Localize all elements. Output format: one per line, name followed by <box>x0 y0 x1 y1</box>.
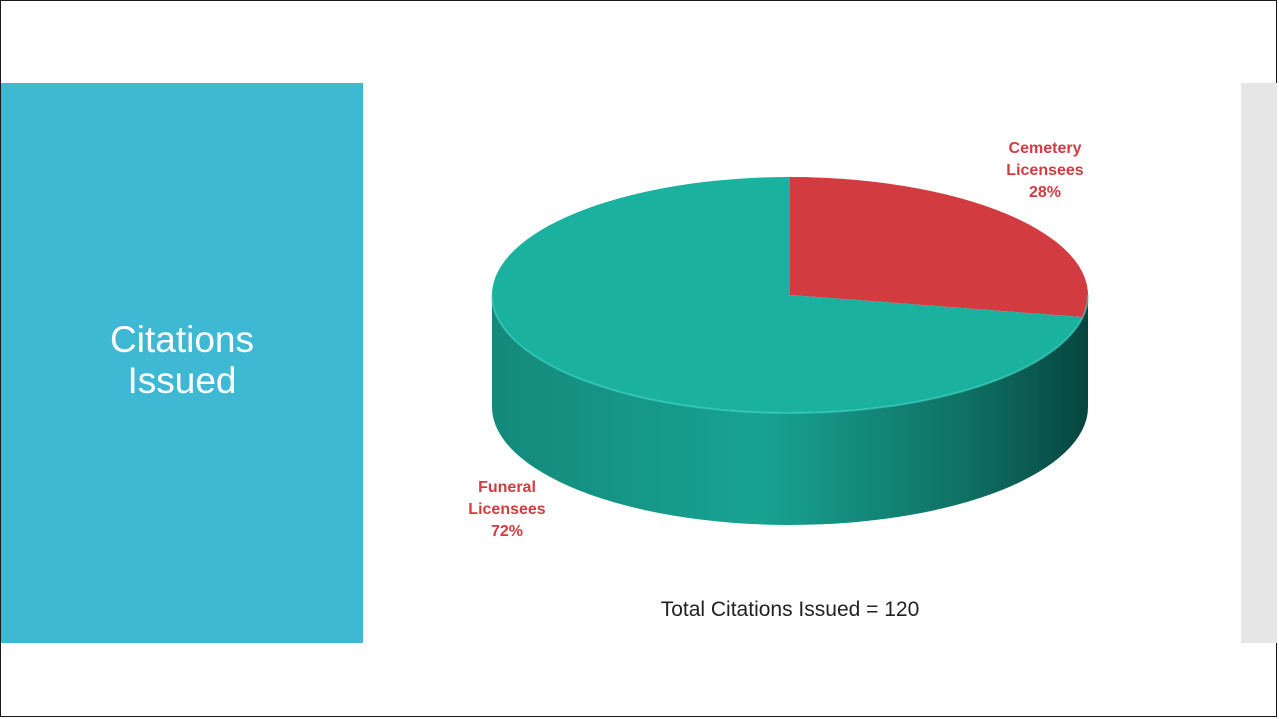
pie-side-wall <box>492 295 1088 525</box>
slide-title: Citations Issued <box>1 319 363 401</box>
funeral-label-line-2: Licensees <box>468 501 546 518</box>
cemetery-label-value: 28% <box>1028 184 1062 201</box>
cemetery-label-line-2: Licensees <box>1006 162 1084 179</box>
cemetery-slice-label: Cemetery Licensees 28% <box>990 138 1100 204</box>
pie-rim-highlight <box>491 294 1089 414</box>
cemetery-label-line-1: Cemetery <box>1008 140 1082 157</box>
pie-slice-funeral <box>492 177 1083 414</box>
right-edge-strip <box>1241 83 1277 643</box>
total-citations-text: Total Citations Issued = 120 <box>660 598 920 621</box>
funeral-slice-label: Funeral Licensees 72% <box>452 477 562 543</box>
pie-slice-cemetery <box>790 177 1088 318</box>
funeral-label-value: 72% <box>490 523 524 540</box>
title-panel: Citations Issued <box>1 83 363 643</box>
slide-title-line-1: Citations <box>110 319 254 360</box>
slide-title-line-2: Issued <box>127 360 237 401</box>
funeral-label-line-1: Funeral <box>478 479 536 496</box>
